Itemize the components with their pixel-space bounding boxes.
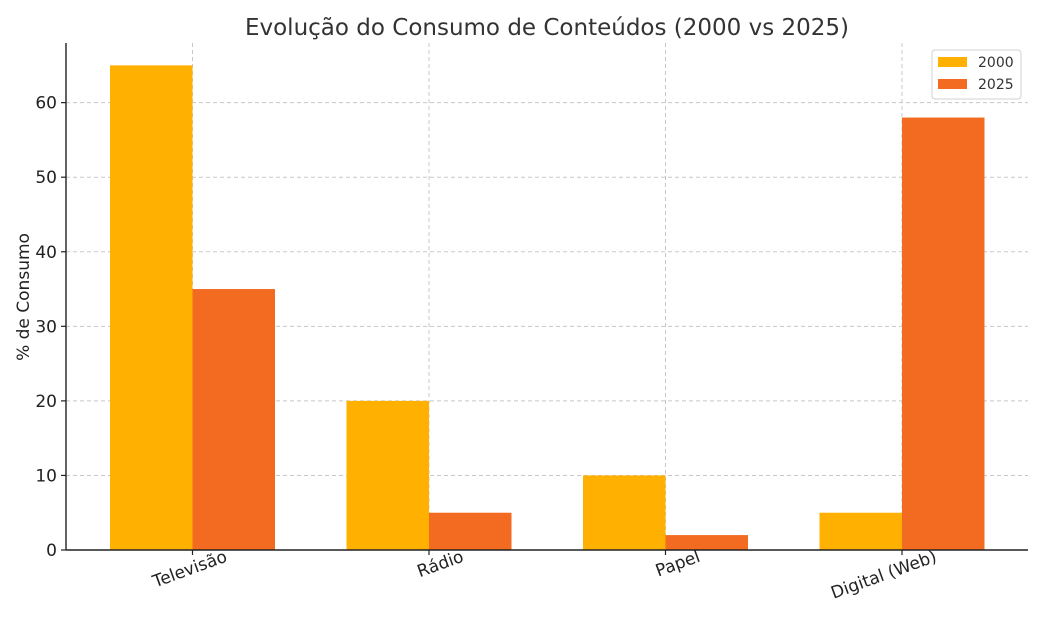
chart-title: Evolução do Consumo de Conteúdos (2000 v… [245, 15, 849, 41]
legend-label: 2025 [978, 77, 1014, 93]
bar-2000-0 [110, 65, 193, 550]
bar-2000-3 [819, 512, 902, 550]
axes-layer [65, 43, 1028, 551]
bar-2000-2 [583, 475, 666, 550]
bar-2025-2 [665, 535, 748, 550]
x-tick-label: Papel [653, 547, 703, 581]
y-ticks: 0 10 20 30 40 50 60 [35, 94, 66, 561]
y-tick-label: 50 [35, 168, 57, 188]
legend-swatch [938, 57, 967, 67]
y-tick-label: 20 [35, 392, 57, 412]
x-ticks: Televisão Rádio Papel Digital (Web) [149, 547, 939, 604]
y-tick-label: 10 [35, 466, 57, 486]
y-tick-label: 40 [35, 243, 57, 263]
x-tick-label: Televisão [149, 547, 230, 593]
bar-2025-3 [902, 117, 985, 550]
bar-2025-0 [192, 289, 275, 550]
y-tick-label: 0 [46, 541, 57, 561]
y-axis-label: % de Consumo [14, 233, 34, 361]
bar-2000-1 [346, 400, 429, 550]
legend-label: 2000 [978, 55, 1014, 71]
legend-swatch [938, 79, 967, 89]
bar-2025-1 [429, 512, 512, 550]
x-tick-label: Digital (Web) [828, 547, 939, 604]
y-tick-label: 30 [35, 317, 57, 337]
legend: 2000 2025 [931, 49, 1022, 100]
y-tick-label: 60 [35, 94, 57, 114]
x-tick-label: Rádio [415, 547, 467, 582]
bars-layer [110, 65, 985, 550]
